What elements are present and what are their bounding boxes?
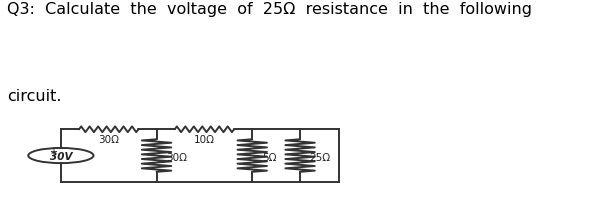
- Text: 25Ω: 25Ω: [310, 153, 331, 163]
- Text: circuit.: circuit.: [7, 89, 62, 104]
- Text: 30Ω: 30Ω: [166, 153, 187, 163]
- Text: 10Ω: 10Ω: [194, 135, 215, 145]
- Text: +: +: [49, 147, 57, 157]
- Text: Q3:  Calculate  the  voltage  of  25Ω  resistance  in  the  following: Q3: Calculate the voltage of 25Ω resista…: [7, 2, 532, 17]
- Text: 30V: 30V: [50, 152, 72, 162]
- Text: 30Ω: 30Ω: [98, 135, 119, 145]
- Text: 5Ω: 5Ω: [262, 153, 276, 163]
